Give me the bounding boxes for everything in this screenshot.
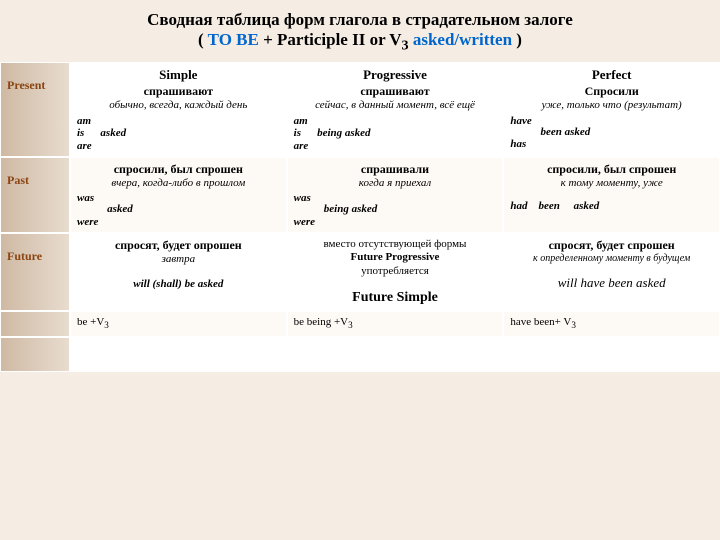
ps-aux: am is are <box>77 115 92 151</box>
aux-is2: is <box>294 127 309 139</box>
row-present: Present <box>0 62 70 156</box>
b3: have been+ V <box>510 316 571 328</box>
col-simple: Simple <box>77 67 280 83</box>
pp-sub: спрашивают <box>294 84 497 99</box>
fp-l3: употребляется <box>294 265 497 279</box>
aux-was2: was <box>294 192 315 204</box>
cell-bottom-3: have been+ V3 <box>503 311 720 337</box>
paf-had: had <box>510 200 527 212</box>
b1s: 3 <box>104 321 109 331</box>
pas-desc: вчера, когда-либо в прошлом <box>77 177 280 191</box>
pp-aux: am is are <box>294 115 309 151</box>
title-line1: Сводная таблица форм глагола в страдател… <box>20 10 700 30</box>
paf-sub: спросили, был спрошен <box>510 162 713 177</box>
v3-sub: 3 <box>402 37 409 53</box>
pap-being: being <box>324 203 349 215</box>
aux-have: have <box>510 115 531 127</box>
b2s: 3 <box>348 321 353 331</box>
b2: be being +V <box>294 316 348 328</box>
pas-sub: спросили, был спрошен <box>77 162 280 177</box>
pap-desc: когда я приехал <box>294 177 497 191</box>
aux-am2: am <box>294 115 309 127</box>
row-future: Future <box>0 233 70 312</box>
cell-bottom-2: be being +V3 <box>287 311 504 337</box>
aux-has: has <box>510 138 531 150</box>
cell-empty-1 <box>70 337 287 372</box>
fs-formula: will (shall) be asked <box>77 278 280 292</box>
cell-future-simple: спросят, будет опрошен завтра will (shal… <box>70 233 287 312</box>
title-line2: ( TO BE + Participle II or V3 asked/writ… <box>20 30 700 54</box>
fp-l2: Future Progressive <box>294 251 497 265</box>
paf-verb: asked <box>574 200 600 212</box>
pp-desc: сейчас, в данный момент, всё ещё <box>294 99 497 113</box>
fp-l1: вместо отсутствующей формы <box>294 238 497 252</box>
pp-verb: asked <box>345 127 371 139</box>
pas-verb: asked <box>107 203 133 217</box>
fs-desc: завтра <box>77 253 280 267</box>
ff-desc: к определенному моменту в будущем <box>510 253 713 266</box>
title-header: Сводная таблица форм глагола в страдател… <box>0 0 720 62</box>
paf-been: been <box>538 200 559 212</box>
tobe: TO BE <box>208 30 259 49</box>
mid-text: + Participle II or V <box>263 30 401 49</box>
pp-being: being <box>317 127 342 139</box>
ff-formula: will have been asked <box>510 275 713 291</box>
row-past: Past <box>0 157 70 233</box>
pf-desc: уже, только что (результат) <box>510 99 713 113</box>
row-empty <box>0 337 70 372</box>
cell-present-prog: Progressive спрашивают сейчас, в данный … <box>287 62 504 156</box>
fp-fs: Future Simple <box>294 289 497 307</box>
cell-present-perf: Perfect Спросили уже, только что (резуль… <box>503 62 720 156</box>
col-perf: Perfect <box>510 67 713 83</box>
paf-desc: к тому моменту, уже <box>510 177 713 191</box>
pap-sub: спрашивали <box>294 162 497 177</box>
pf-verb: asked <box>565 126 591 138</box>
b3s: 3 <box>571 321 576 331</box>
aux-are: are <box>77 140 92 152</box>
pf-aux: have has <box>510 115 531 150</box>
ps-verb: asked <box>100 127 126 141</box>
cell-future-prog: вместо отсутствующей формы Future Progre… <box>287 233 504 312</box>
col-prog: Progressive <box>294 67 497 83</box>
passive-table: Present Simple спрашивают обычно, всегда… <box>0 62 720 372</box>
cell-past-simple: спросили, был спрошен вчера, когда-либо … <box>70 157 287 233</box>
cell-present-simple: Simple спрашивают обычно, всегда, каждый… <box>70 62 287 156</box>
cell-past-prog: спрашивали когда я приехал was were bein… <box>287 157 504 233</box>
ff-sub: спросят, будет спрошен <box>510 238 713 253</box>
asked-written: asked/written <box>413 30 512 49</box>
ps-sub: спрашивают <box>77 84 280 99</box>
pf-been: been <box>540 126 561 138</box>
aux-were: were <box>77 216 98 228</box>
b1: be +V <box>77 316 104 328</box>
aux-are2: are <box>294 140 309 152</box>
pf-sub: Спросили <box>510 84 713 99</box>
pas-aux: was were <box>77 192 98 227</box>
ps-desc: обычно, всегда, каждый день <box>77 99 280 113</box>
pap-aux: was were <box>294 192 315 227</box>
fs-sub: спросят, будет опрошен <box>77 238 280 253</box>
cell-empty-2 <box>287 337 504 372</box>
paren-close: ) <box>512 30 522 49</box>
row-bottom <box>0 311 70 337</box>
cell-empty-3 <box>503 337 720 372</box>
aux-is: is <box>77 127 92 139</box>
cell-past-perf: спросили, был спрошен к тому моменту, уж… <box>503 157 720 233</box>
pap-verb: asked <box>352 203 378 215</box>
aux-were2: were <box>294 216 315 228</box>
paren-open: ( <box>198 30 204 49</box>
aux-am: am <box>77 115 92 127</box>
aux-was: was <box>77 192 98 204</box>
cell-bottom-1: be +V3 <box>70 311 287 337</box>
cell-future-perf: спросят, будет спрошен к определенному м… <box>503 233 720 312</box>
